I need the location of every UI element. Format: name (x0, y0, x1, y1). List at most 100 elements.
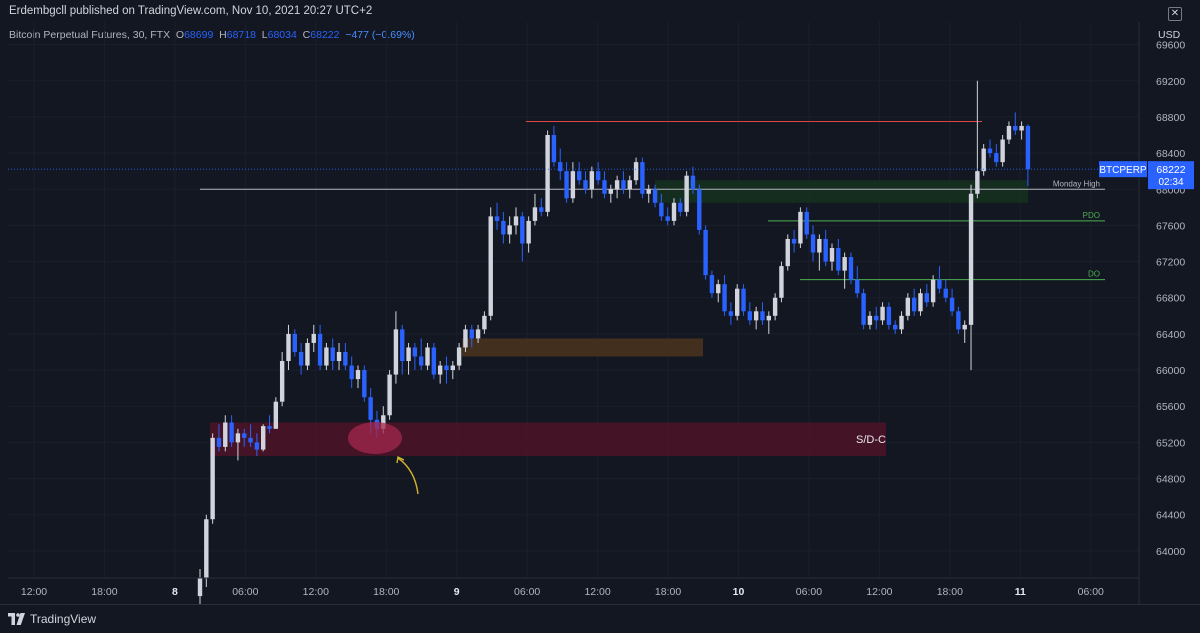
candle-down (330, 338, 335, 371)
candle-body (798, 211, 803, 244)
candle-down (469, 324, 474, 348)
x-tick-label: 8 (172, 586, 178, 598)
tradingview-logo-icon (8, 613, 25, 625)
candle-up (482, 311, 487, 334)
candle-up (646, 184, 651, 203)
candle-down (577, 162, 582, 185)
candle-down (1025, 124, 1031, 187)
candle-body (292, 333, 297, 352)
candle-body (425, 347, 430, 366)
candle-down (444, 356, 449, 384)
close-icon[interactable]: ✕ (1168, 7, 1182, 21)
candle-body (709, 275, 715, 294)
y-tick-label: 67200 (1156, 257, 1185, 269)
candle-up (261, 424, 266, 452)
candle-down (343, 342, 348, 371)
y-tick-label: 65200 (1156, 437, 1185, 449)
candle-body (242, 433, 247, 438)
candle-up (905, 293, 911, 321)
candle-up (981, 144, 986, 176)
candle-body (545, 135, 550, 212)
candle-down (494, 202, 500, 230)
candle-body (558, 162, 563, 172)
candle-down (564, 162, 569, 203)
candle-body (539, 207, 544, 212)
candle-body (893, 324, 898, 330)
x-tick-label: 06:00 (1078, 586, 1104, 598)
candle-body (595, 171, 601, 181)
candle-body (753, 311, 759, 321)
candle-body (627, 180, 632, 190)
candle-body (823, 238, 828, 262)
candle-up (671, 198, 677, 226)
candle-body (975, 171, 980, 194)
candle-down (741, 284, 746, 316)
candle-body (229, 422, 234, 443)
candle-body (324, 347, 329, 366)
level-label: PDO (1083, 211, 1100, 220)
y-tick-label: 64400 (1156, 510, 1185, 522)
candle-down (678, 198, 683, 217)
candle-down (848, 252, 854, 285)
candle-body (918, 293, 923, 312)
candle-body (848, 257, 854, 280)
candle-body (874, 315, 879, 321)
candle-down (722, 275, 727, 316)
candle-body (766, 315, 771, 321)
candle-up (324, 342, 329, 371)
candle-up (545, 130, 550, 217)
x-tick-label: 06:00 (514, 586, 540, 598)
x-axis-ticks: 12:00 18:00 8 06:00 12:00 18:00 9 06:00 12:00 18:… (21, 586, 1104, 598)
candle-down (539, 198, 544, 217)
change-value: −477 (−0.69%) (345, 29, 415, 41)
candle-body (589, 171, 595, 190)
candle-body (564, 171, 569, 199)
candle-body (368, 397, 373, 420)
candle-body (772, 297, 778, 316)
candle-body (286, 333, 291, 362)
candle-body (728, 311, 734, 316)
candle-body (880, 306, 885, 321)
candle-up (608, 184, 613, 203)
tradingview-logo[interactable]: TradingView (8, 612, 96, 626)
candle-down (419, 338, 424, 371)
candle-body (690, 175, 696, 190)
candle-body (949, 297, 955, 312)
candle-body (406, 347, 411, 362)
y-tick-label: 68800 (1156, 112, 1185, 124)
zone-label: S/D-C (856, 434, 886, 446)
candle-up (387, 370, 392, 420)
candle-down (994, 144, 999, 167)
candle-body (317, 333, 323, 366)
candle-up (735, 284, 740, 321)
candle-body (956, 311, 961, 330)
symbol-tag (1099, 161, 1147, 178)
candle-body (911, 297, 917, 312)
candle-body (804, 211, 809, 235)
candle-body (577, 171, 582, 181)
candle-body (697, 189, 702, 230)
candle-body (1006, 125, 1012, 140)
candle-up (779, 261, 784, 303)
candle-up (716, 279, 721, 303)
candle-body (735, 288, 740, 316)
candle-down (520, 211, 525, 262)
brand-name: TradingView (30, 612, 97, 626)
candle-up (975, 80, 980, 199)
candle-up (305, 338, 310, 371)
candle-body (741, 288, 746, 312)
candle-down (810, 225, 816, 262)
candle-up (1006, 121, 1012, 145)
candle-up (526, 216, 531, 253)
candle-down (640, 157, 645, 199)
candle-down (400, 324, 405, 375)
candle-body (1000, 139, 1005, 163)
candle-body (747, 311, 753, 321)
price-chart[interactable]: S/D-C Monday High PDO DO 64000 64400 64800 65… (0, 0, 1200, 604)
candle-body (810, 234, 816, 253)
x-tick-label: 18:00 (937, 586, 963, 598)
candle-down (595, 162, 601, 185)
candle-up (899, 311, 904, 334)
candle-down (874, 306, 879, 330)
candle-body (703, 229, 708, 276)
